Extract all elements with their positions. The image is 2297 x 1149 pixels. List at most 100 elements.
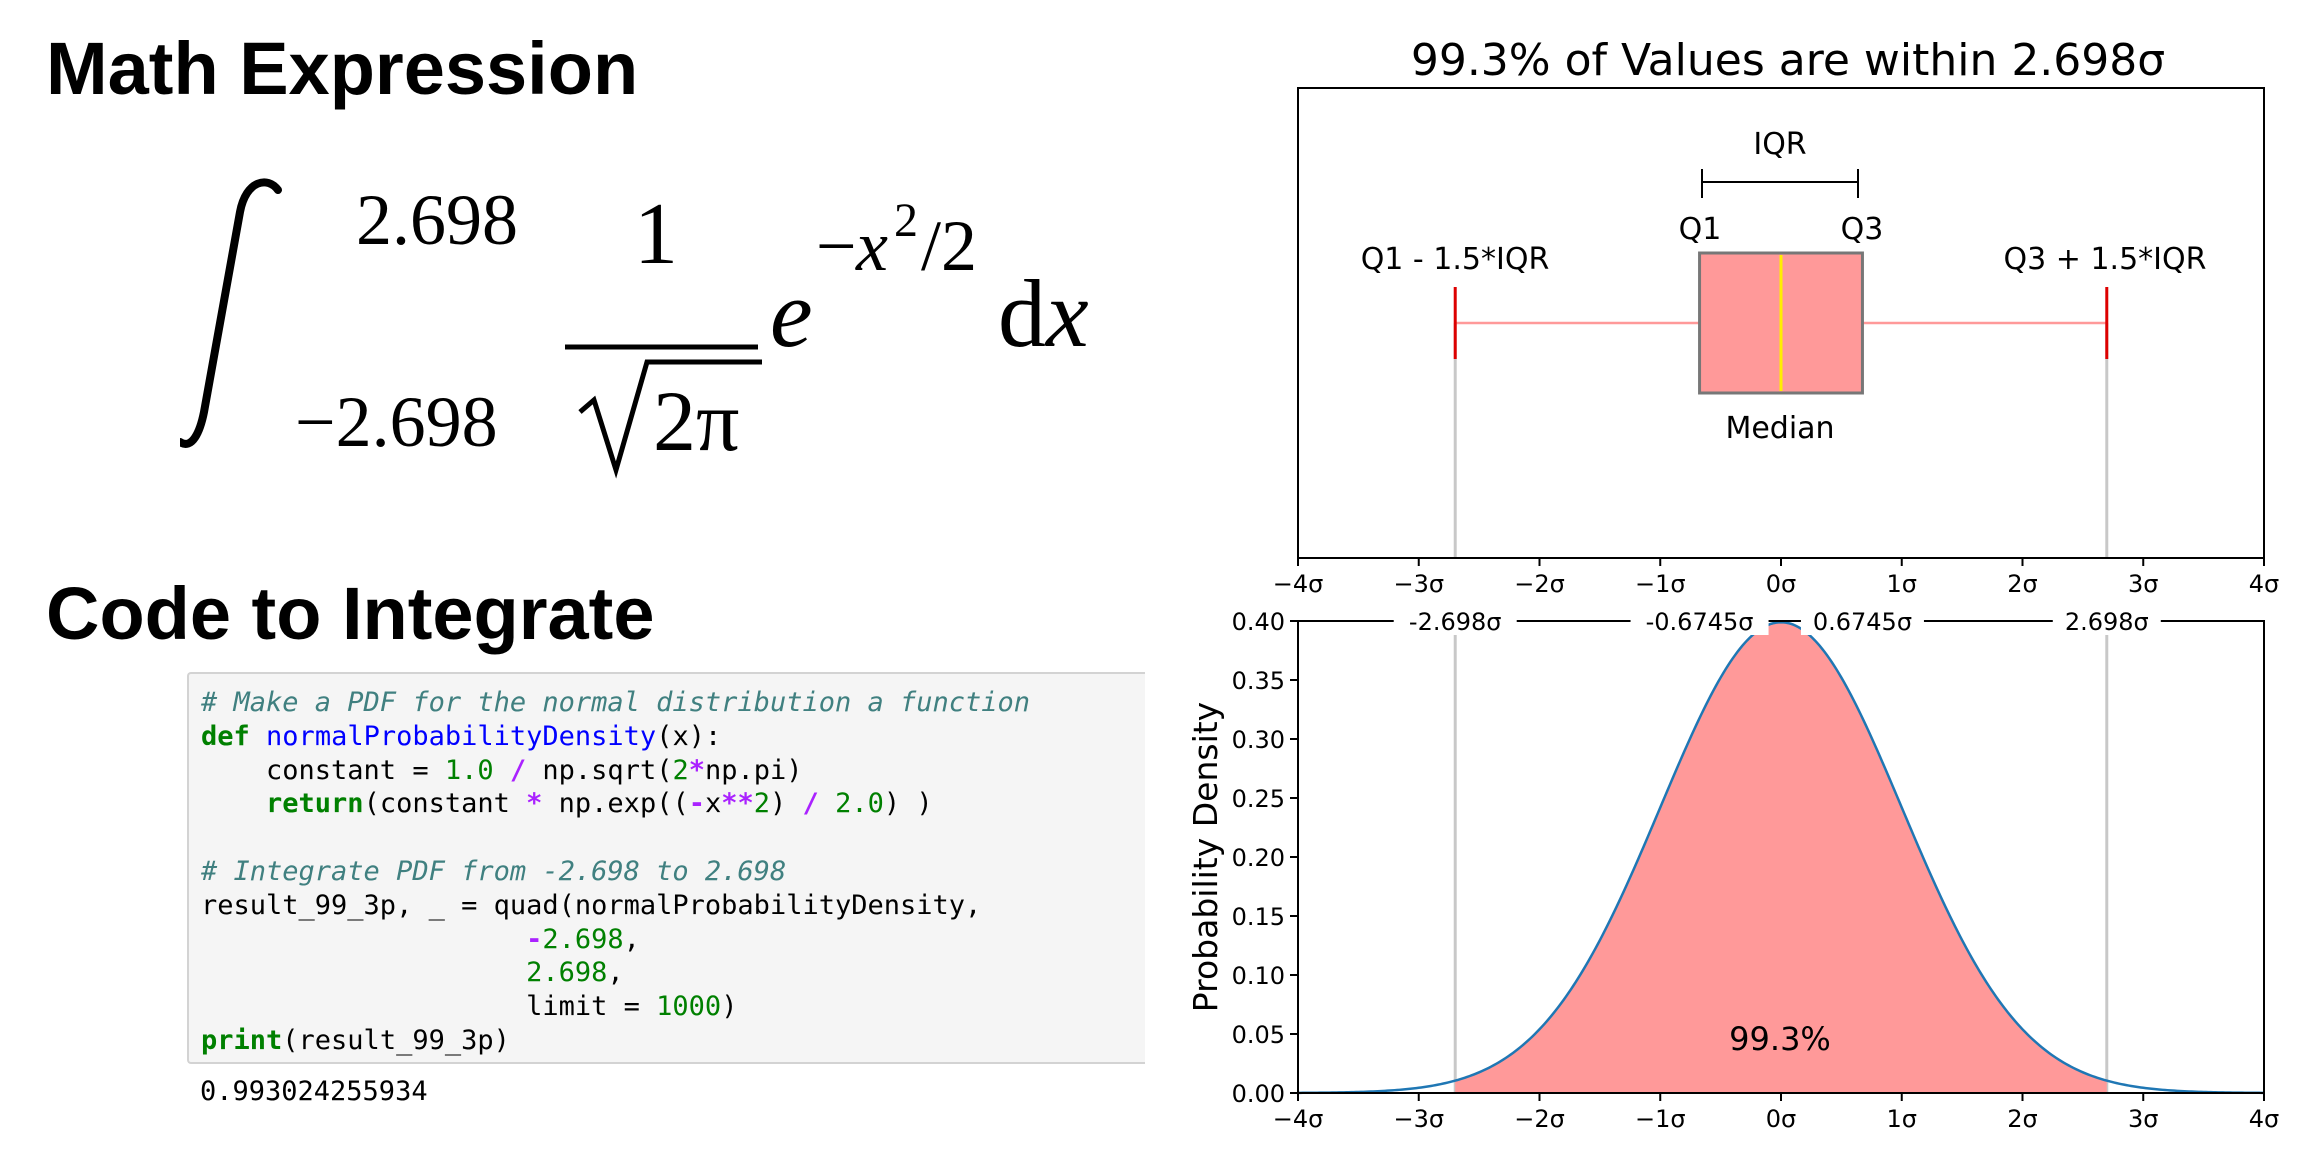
differential-x: x [1044,260,1089,367]
code-token-keyword: print [201,1024,283,1056]
density-x-tick-label: −1σ [1635,1105,1686,1133]
code-token-text: ) [770,788,803,820]
exponent-divisor: /2 [921,206,977,286]
code-token-text: (result_99_3p) [282,1024,510,1056]
math-expression-heading: Math Expression [46,27,639,110]
boxplot-x-tick-label: 1σ [1887,570,1917,598]
density-x-tick-label: −2σ [1514,1105,1565,1133]
density-x-tick-label: −3σ [1393,1105,1444,1133]
boxplot-x-tick-label: 0σ [1766,570,1796,598]
median-label: Median [1725,411,1834,446]
code-token-keyword: def [201,720,250,752]
exponential-base: e [770,260,813,367]
code-token-number: 1.0 [444,754,494,786]
lower-limit: −2.698 [295,382,498,462]
boxplot-x-tick-label: −4σ [1273,570,1324,598]
boxplot-title: 99.3% of Values are within 2.698σ [1411,35,2165,86]
code-token-number: 2.698 [526,957,608,989]
code-token-funcname: normalProbabilityDensity [266,720,657,752]
code-token-text: (x): [656,720,722,752]
lower-fence-label: Q1 - 1.5*IQR [1361,242,1550,277]
sqrt-sign [578,359,762,479]
boxplot-x-tick-label: 4σ [2249,570,2279,598]
upper-limit: 2.698 [356,180,518,260]
density-x-tick-label: 0σ [1766,1105,1796,1133]
top-marker-background [1800,607,1924,635]
density-x-tick-label: −4σ [1273,1105,1324,1133]
code-line: print(result_99_3p) [201,1024,1145,1058]
boxplot-chart: 99.3% of Values are within 2.698σ −4σ −3σ… [1273,35,2280,598]
code-line: constant = 1.0 / np.sqrt(2*np.pi) [201,754,1145,788]
code-token-text: , [623,923,640,955]
q1-label: Q1 [1679,212,1722,247]
code-token-operator: - [688,788,705,820]
boxplot-annotations: IQR Q1 Q3 Q1 - 1.5*IQR Q3 + 1.5*IQR Medi… [1361,127,2207,446]
differential-d: d [998,260,1046,367]
code-token-text: constant = [201,754,445,786]
top-marker-label: -0.6745σ [1646,608,1754,636]
code-line: return(constant * np.exp((-x**2) / 2.0) … [201,787,1145,821]
code-heading: Code to Integrate [46,572,655,655]
radicand: 2π [653,373,739,469]
top-marker-label: 2.698σ [2065,608,2149,636]
math-expression: 2.698 −2.698 1 2π e − x 2 /2 d x [180,178,1089,479]
code-token-text: , [607,957,624,989]
code-token-text: np.pi) [705,754,803,786]
boxplot-x-tick-label: 2σ [2007,570,2037,598]
density-y-tick-label: 0.20 [1232,844,1285,872]
density-x-tick-label: 3σ [2128,1105,2158,1133]
iqr-label: IQR [1753,127,1806,162]
density-x-tick-label: 1σ [1887,1105,1917,1133]
code-line: 2.698, [201,956,1145,990]
density-y-tick-label: 0.35 [1232,667,1285,695]
code-token-operator: * [526,788,543,820]
density-x-tick-label: 2σ [2007,1105,2037,1133]
code-token-text: result_99_3p, _ = quad(normalProbability… [201,889,982,921]
density-y-tick-label: 0.05 [1232,1021,1285,1049]
code-token-number: 2.698 [542,923,624,955]
code-token-text: np.exp(( [542,788,689,820]
boxplot-x-tick-label: −2σ [1514,570,1565,598]
exponent-power: 2 [894,194,918,247]
iqr-bracket [1701,169,1859,198]
density-y-tick-label: 0.15 [1232,903,1285,931]
code-token-operator: / [509,754,527,786]
code-line: result_99_3p, _ = quad(normalProbability… [201,889,1145,923]
upper-fence-label: Q3 + 1.5*IQR [2004,242,2207,277]
integral-sign [180,178,282,448]
code-token-text: x [704,788,722,820]
boxplot-x-tick-label: 3σ [2128,570,2158,598]
top-marker-background [1393,607,1517,635]
boxplot-x-tick-label: −3σ [1393,570,1444,598]
code-token-operator: * [688,754,705,786]
code-token-number: 2 [753,788,771,820]
exponent-variable: x [855,206,888,286]
code-token-text: ) ) [883,788,933,820]
density-curve [1297,620,2265,1095]
code-token-number: 1000 [656,991,722,1023]
code-token-operator: ** [721,788,754,820]
code-line: # Integrate PDF from -2.698 to 2.698 [201,855,1145,889]
numerator: 1 [634,186,678,283]
code-token-number: 2.0 [835,788,884,820]
code-token-number: 2 [672,754,689,786]
q3-label: Q3 [1841,212,1884,247]
shaded-percent-label: 99.3% [1729,1020,1831,1058]
code-line: # Make a PDF for the normal distribution… [201,686,1145,720]
shaded-area [1455,622,2107,1093]
code-token-text: ) [721,991,738,1023]
code-line: def normalProbabilityDensity(x): [201,720,1145,754]
code-cell[interactable]: # Make a PDF for the normal distribution… [187,672,1145,1064]
density-chart: -2.698σ -0.6745σ 0.6745σ 2.698σ −4σ −3σ −2σ −1… [1186,607,2279,1133]
code-token-text: (constant [363,788,527,820]
boxplot-x-tick-label: −1σ [1635,570,1686,598]
density-y-tick-label: 0.40 [1232,608,1285,636]
y-axis-label: Probability Density [1186,702,1225,1012]
code-token-comment: # Make a PDF for the normal distribution… [201,687,1031,718]
code-line: limit = 1000) [201,990,1145,1024]
code-block: # Make a PDF for the normal distribution… [189,674,1145,1058]
code-output: 0.993024255934 [200,1076,428,1107]
top-marker-background [2052,607,2161,635]
density-y-tick-label: 0.10 [1232,962,1285,990]
